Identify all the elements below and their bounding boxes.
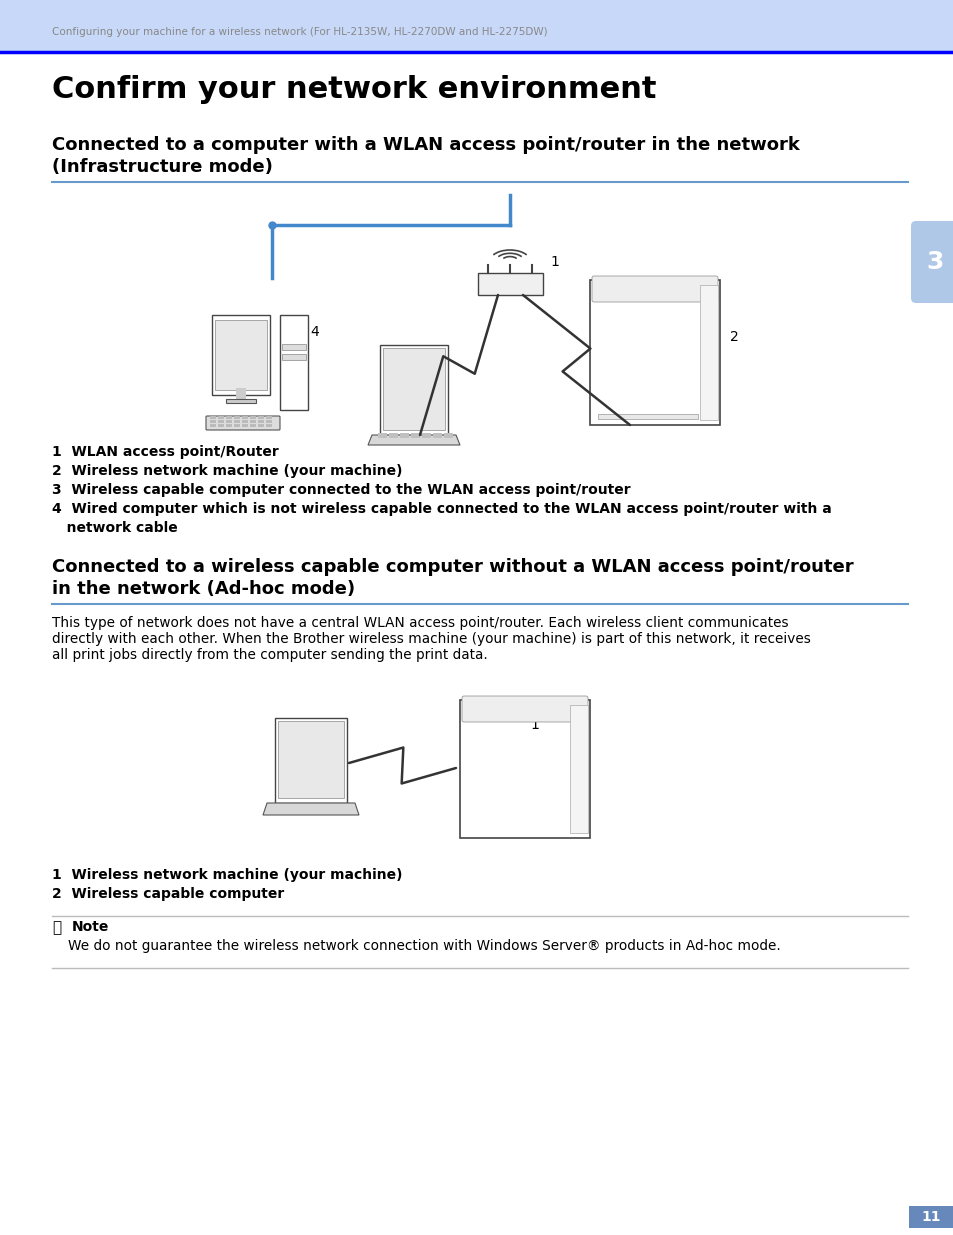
- Text: directly with each other. When the Brother wireless machine (your machine) is pa: directly with each other. When the Broth…: [52, 632, 810, 646]
- Bar: [226, 399, 255, 403]
- Text: Configuring your machine for a wireless network (For HL-2135W, HL-2270DW and HL-: Configuring your machine for a wireless …: [52, 27, 547, 37]
- Text: (Infrastructure mode): (Infrastructure mode): [52, 158, 273, 177]
- Bar: [443, 433, 453, 438]
- FancyBboxPatch shape: [461, 697, 587, 722]
- Bar: [266, 424, 272, 427]
- Bar: [421, 433, 431, 438]
- Bar: [250, 416, 255, 419]
- Bar: [233, 424, 240, 427]
- Bar: [226, 424, 232, 427]
- Text: Connected to a computer with a WLAN access point/router in the network: Connected to a computer with a WLAN acce…: [52, 136, 799, 154]
- Bar: [242, 420, 248, 424]
- Bar: [477, 273, 542, 295]
- Bar: [277, 721, 344, 798]
- Bar: [233, 416, 240, 419]
- Bar: [242, 424, 248, 427]
- Bar: [433, 433, 441, 438]
- Bar: [212, 315, 270, 395]
- Text: 1: 1: [550, 254, 558, 269]
- Bar: [266, 420, 272, 424]
- Bar: [210, 420, 215, 424]
- Bar: [266, 416, 272, 419]
- Text: 2  Wireless network machine (your machine): 2 Wireless network machine (your machine…: [52, 464, 402, 478]
- Bar: [218, 420, 224, 424]
- Text: 3: 3: [410, 352, 419, 366]
- Bar: [257, 420, 264, 424]
- Text: 2: 2: [729, 330, 738, 345]
- Bar: [235, 388, 246, 400]
- Bar: [282, 354, 306, 359]
- Bar: [218, 416, 224, 419]
- Bar: [226, 416, 232, 419]
- Bar: [233, 420, 240, 424]
- Bar: [210, 424, 215, 427]
- Bar: [399, 433, 409, 438]
- Bar: [382, 348, 444, 430]
- Text: 11: 11: [921, 1210, 941, 1224]
- Bar: [569, 705, 587, 832]
- Text: 4: 4: [310, 325, 318, 338]
- FancyBboxPatch shape: [910, 221, 953, 303]
- Bar: [282, 345, 306, 350]
- Text: Connected to a wireless capable computer without a WLAN access point/router: Connected to a wireless capable computer…: [52, 558, 853, 576]
- Text: 1: 1: [530, 718, 538, 732]
- Bar: [274, 718, 347, 803]
- Text: Note: Note: [71, 920, 110, 934]
- Polygon shape: [263, 803, 358, 815]
- Text: 3  Wireless capable computer connected to the WLAN access point/router: 3 Wireless capable computer connected to…: [52, 483, 630, 496]
- Bar: [377, 433, 387, 438]
- Bar: [218, 424, 224, 427]
- Bar: [411, 433, 419, 438]
- Bar: [0, 0, 953, 52]
- Bar: [280, 315, 308, 410]
- Text: 2: 2: [306, 727, 315, 742]
- Bar: [226, 420, 232, 424]
- Bar: [589, 280, 720, 425]
- Bar: [242, 416, 248, 419]
- Text: 2  Wireless capable computer: 2 Wireless capable computer: [52, 887, 284, 902]
- Bar: [389, 433, 397, 438]
- Text: This type of network does not have a central WLAN access point/router. Each wire: This type of network does not have a cen…: [52, 616, 788, 630]
- Text: all print jobs directly from the computer sending the print data.: all print jobs directly from the compute…: [52, 648, 487, 662]
- Text: network cable: network cable: [52, 521, 177, 535]
- Bar: [257, 416, 264, 419]
- Bar: [250, 424, 255, 427]
- Text: 1  WLAN access point/Router: 1 WLAN access point/Router: [52, 445, 278, 459]
- Text: We do not guarantee the wireless network connection with Windows Server® product: We do not guarantee the wireless network…: [68, 939, 780, 953]
- Text: 1  Wireless network machine (your machine): 1 Wireless network machine (your machine…: [52, 868, 402, 882]
- Text: 3: 3: [925, 249, 943, 274]
- Bar: [210, 416, 215, 419]
- Bar: [598, 414, 698, 419]
- FancyBboxPatch shape: [592, 275, 718, 303]
- Bar: [257, 424, 264, 427]
- Text: 4  Wired computer which is not wireless capable connected to the WLAN access poi: 4 Wired computer which is not wireless c…: [52, 501, 831, 516]
- Bar: [250, 420, 255, 424]
- Bar: [459, 700, 589, 839]
- Polygon shape: [368, 435, 459, 445]
- Bar: [379, 345, 448, 435]
- FancyBboxPatch shape: [206, 416, 280, 430]
- Bar: [700, 285, 718, 420]
- Bar: [908, 1207, 953, 1228]
- Text: 📝: 📝: [52, 920, 61, 935]
- Bar: [214, 320, 267, 390]
- Text: in the network (Ad-hoc mode): in the network (Ad-hoc mode): [52, 580, 355, 598]
- Text: Confirm your network environment: Confirm your network environment: [52, 75, 656, 104]
